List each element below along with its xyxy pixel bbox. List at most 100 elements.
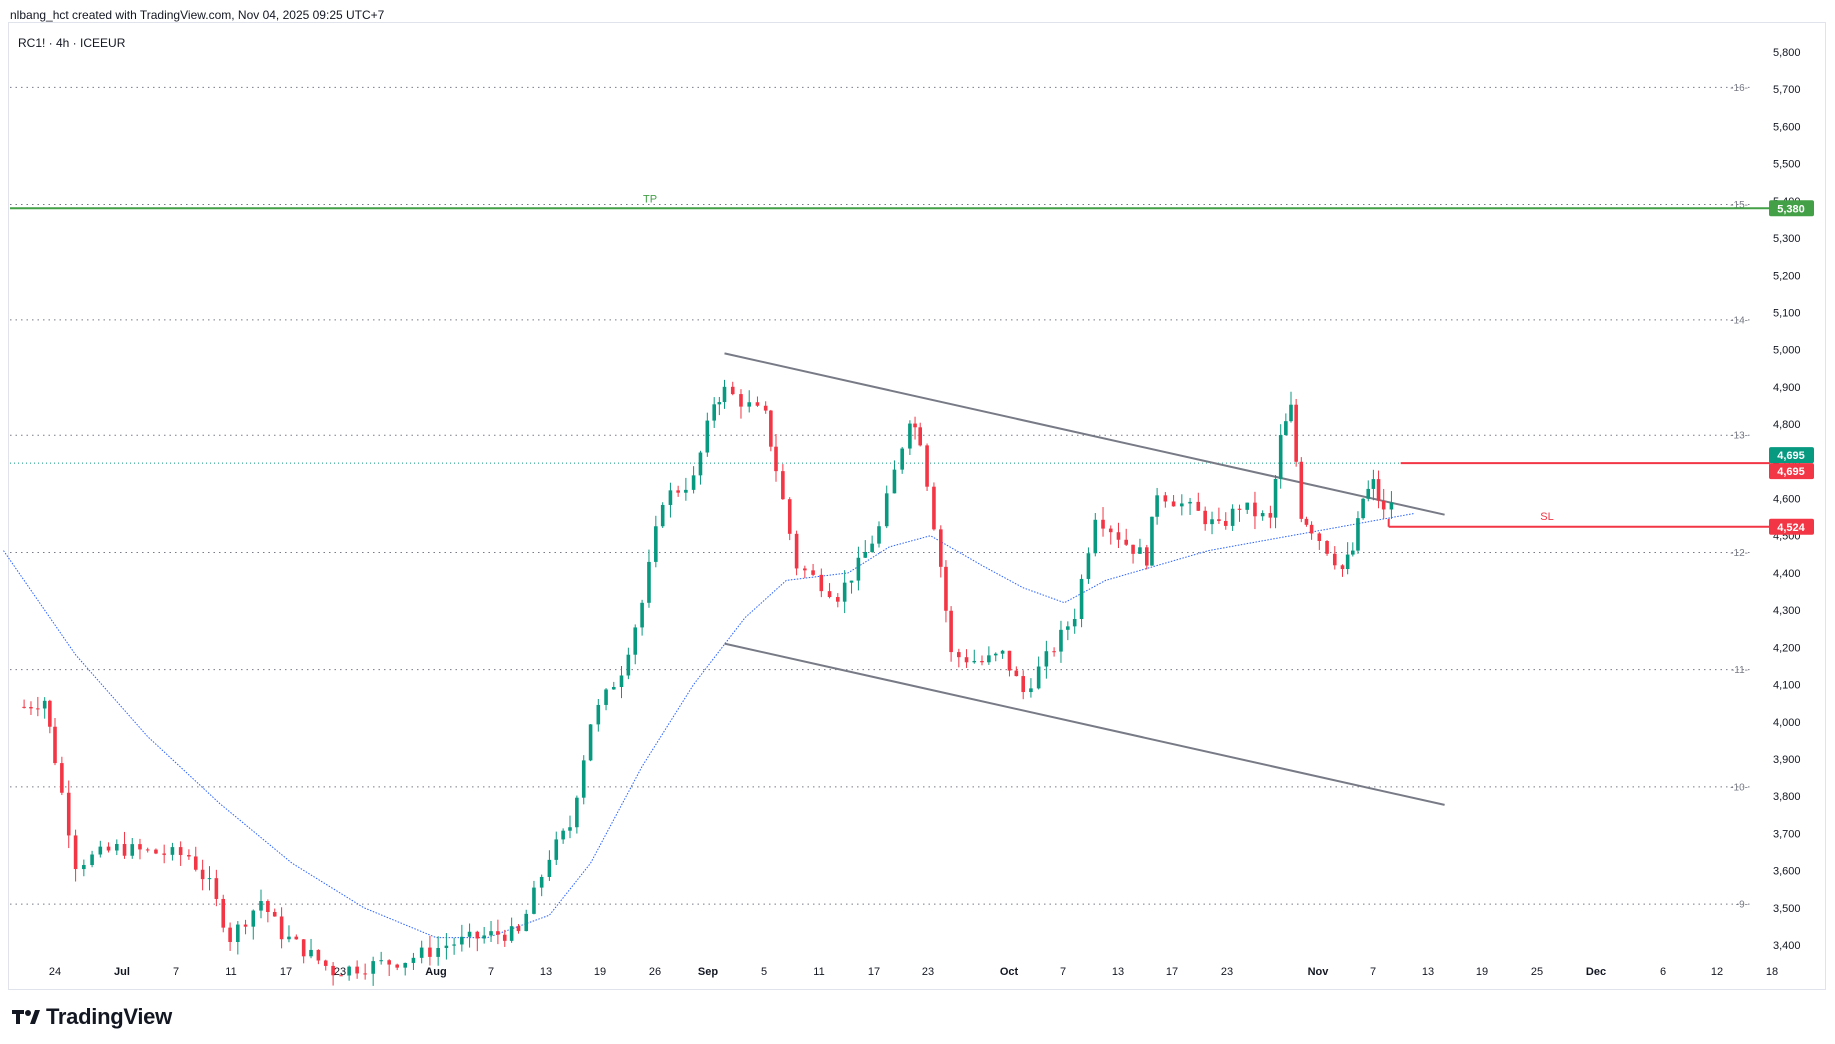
candle-body (939, 529, 943, 567)
chart-credit: nlbang_hct created with TradingView.com,… (10, 8, 385, 22)
x-tick-label: 23 (1221, 966, 1233, 978)
candle-body (1150, 516, 1154, 566)
candle-body (1188, 501, 1192, 504)
candle-body (489, 931, 493, 936)
y-tick-label: 5,800 (1773, 47, 1801, 59)
candle-body (73, 835, 78, 870)
candle-body (1294, 404, 1298, 462)
candle-body (1116, 532, 1121, 540)
x-tick-label: Sep (698, 966, 718, 978)
level-label-10: -10- (1730, 782, 1748, 793)
x-tick-label: 7 (173, 966, 179, 978)
candle-body (482, 935, 486, 939)
candle-body (460, 936, 464, 945)
candle-body (900, 448, 904, 470)
candle-body (259, 901, 263, 911)
candle-body (836, 597, 840, 602)
y-tick-label: 4,100 (1773, 680, 1801, 692)
candle-body (1007, 650, 1012, 671)
y-tick-label: 5,000 (1773, 345, 1801, 357)
candle-body (870, 543, 874, 552)
candle-body (712, 404, 716, 421)
price-chart[interactable]: -16- -15- -14- -13- -12- -11- -10- -9- TP SL 3,400… (0, 0, 1835, 1000)
level-label-12: -12- (1730, 548, 1748, 559)
x-tick-label: 7 (1370, 966, 1376, 978)
candle-body (739, 394, 743, 407)
y-tick-label: 4,200 (1773, 642, 1801, 654)
candle-body (379, 960, 383, 962)
candle-body (1366, 488, 1371, 499)
candle-body (214, 878, 219, 899)
candle-body (66, 792, 71, 836)
candle-body (1389, 502, 1394, 510)
candle-body (419, 947, 424, 958)
candle-body (475, 931, 480, 939)
candle-body (243, 924, 248, 927)
candle-body (1072, 619, 1077, 627)
y-tick-label: 4,300 (1773, 605, 1801, 617)
candle-body (1317, 533, 1322, 542)
svg-text:4,524: 4,524 (1777, 522, 1805, 534)
candle-body (115, 843, 119, 851)
candle-body (568, 827, 572, 831)
candle-body (1000, 650, 1005, 654)
x-tick-label: 17 (868, 966, 880, 978)
y-tick-label: 5,700 (1773, 84, 1801, 96)
candle-body (964, 657, 969, 663)
candle-body (877, 526, 881, 544)
candle-body (1371, 479, 1376, 489)
candle-body (266, 901, 270, 912)
brand-name: TradingView (46, 1004, 172, 1029)
candle-body (705, 420, 710, 453)
y-tick-label: 4,800 (1773, 419, 1801, 431)
candle-body (769, 410, 773, 447)
candle-body (145, 849, 150, 851)
candle-body (611, 687, 616, 690)
trendline-upper (724, 352, 1445, 516)
candle-body (187, 855, 191, 857)
candle-body (561, 830, 565, 840)
x-tick-label: 13 (1422, 966, 1434, 978)
candle-body (747, 402, 752, 407)
candle-body (1237, 508, 1242, 510)
candle-body (1131, 544, 1135, 554)
candle-body (827, 591, 832, 598)
candle-body (949, 610, 953, 653)
candle-body (619, 675, 624, 688)
candle-body (1180, 503, 1184, 507)
y-tick-label: 5,600 (1773, 121, 1801, 133)
svg-text:5,380: 5,380 (1777, 203, 1805, 215)
y-tick-label: 3,600 (1773, 866, 1801, 878)
candle-body (660, 504, 665, 527)
candle-body (1021, 676, 1025, 693)
candle-body (371, 961, 375, 974)
candle-body (339, 975, 343, 977)
level-label-14: -14- (1730, 315, 1748, 326)
candle-body (1036, 666, 1041, 689)
x-tick-label: 5 (761, 966, 767, 978)
candle-body (347, 966, 351, 976)
candle-body (309, 949, 313, 957)
candle-body (496, 931, 500, 935)
candle-body (547, 859, 552, 877)
candle-body (178, 847, 183, 856)
x-tick-label: 19 (594, 966, 606, 978)
candle-body (323, 960, 328, 966)
y-tick-label: 5,200 (1773, 270, 1801, 282)
candle-body (717, 402, 722, 405)
candle-body (444, 945, 449, 948)
x-tick-label: 6 (1660, 966, 1666, 978)
candle-body (467, 931, 472, 937)
candle-body (221, 898, 226, 928)
candle-body (1086, 553, 1091, 579)
candle-body (1155, 495, 1159, 517)
candle-body (918, 427, 922, 446)
candle-body (436, 947, 440, 957)
svg-text:4,695: 4,695 (1777, 466, 1805, 478)
candle-body (207, 878, 212, 880)
candle-body (604, 689, 608, 705)
candle-body (90, 854, 94, 866)
candle-body (1332, 553, 1337, 566)
candle-body (138, 844, 142, 850)
candle-body (892, 469, 897, 494)
